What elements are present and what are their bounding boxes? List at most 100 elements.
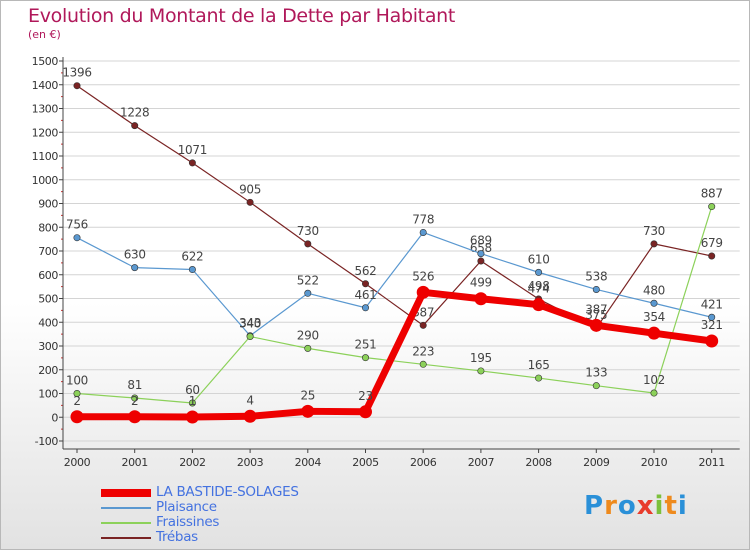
data-label: 421: [701, 297, 723, 311]
data-point: [128, 410, 142, 424]
series-plaisance: 756 630 622 343 522 461 778 689 610 538 480 421: [66, 212, 723, 340]
data-point: [592, 285, 600, 293]
data-point: [708, 252, 716, 260]
data-point: [416, 285, 430, 299]
data-label: 133: [585, 366, 607, 380]
x-tick-label: 2000: [64, 456, 91, 469]
data-point: [650, 389, 658, 397]
series-line: [77, 288, 713, 421]
y-tick-label: 700: [38, 245, 58, 258]
data-point: [592, 382, 600, 390]
legend-item: Fraissines: [101, 515, 361, 530]
logo-letter: r: [604, 491, 618, 521]
data-label: 23: [358, 389, 373, 403]
data-label: 689: [470, 234, 492, 248]
data-point: [361, 304, 369, 312]
data-label: 480: [643, 283, 665, 297]
data-label: 730: [297, 224, 319, 238]
series-la-bastide-solages: 2 2 1 4 25 23 526 499 474 387 354 321: [70, 269, 723, 424]
data-point: [185, 410, 199, 424]
data-point: [304, 289, 312, 297]
y-tick-label: 400: [38, 316, 58, 329]
series-line: [76, 85, 712, 329]
data-point: [301, 404, 315, 418]
data-point: [70, 410, 84, 424]
y-tick-label: 1000: [32, 174, 59, 187]
data-point: [73, 234, 81, 242]
x-tick-label: 2006: [410, 456, 437, 469]
logo-letter: x: [636, 491, 655, 521]
data-point: [535, 374, 543, 382]
legend-swatch: [101, 507, 151, 509]
legend-item: Plaisance: [101, 500, 361, 515]
data-label: 499: [470, 276, 492, 290]
legend-label: Trébas: [156, 529, 198, 545]
data-point: [477, 250, 485, 258]
y-tick-label: 1400: [32, 79, 59, 92]
y-tick-label: 300: [38, 340, 58, 353]
data-label: 223: [412, 344, 434, 358]
data-point: [361, 280, 369, 288]
series-line: [76, 231, 712, 337]
y-tick-label: 600: [38, 269, 58, 282]
y-tick-label: 900: [38, 198, 58, 211]
proxiti-logo: Proxiti: [584, 491, 688, 521]
x-tick-label: 2010: [641, 456, 668, 469]
data-label: 538: [585, 269, 607, 283]
legend-swatch: [101, 522, 151, 524]
data-point: [131, 264, 139, 272]
data-point: [419, 321, 427, 329]
data-label: 1396: [62, 66, 91, 80]
chart-legend: LA BASTIDE-SOLAGES Plaisance Fraissines Tré…: [101, 485, 361, 545]
data-label: 498: [528, 279, 550, 293]
data-label: 474: [528, 282, 550, 296]
series-line: [76, 206, 713, 404]
data-point: [188, 159, 196, 167]
data-label: 756: [66, 218, 88, 232]
data-label: 610: [528, 252, 550, 266]
data-point: [188, 266, 196, 274]
data-label: 730: [643, 224, 665, 238]
data-label: 340: [239, 317, 261, 331]
data-label: 290: [297, 328, 319, 342]
logo-letter: o: [617, 491, 637, 521]
data-label: 1071: [178, 143, 207, 157]
legend-swatch: [101, 537, 151, 539]
data-point: [705, 334, 719, 348]
legend-label: Fraissines: [156, 514, 220, 530]
y-tick-label: 200: [38, 364, 58, 377]
data-point: [647, 326, 661, 340]
data-label: 2: [73, 394, 80, 408]
y-tick-label: 800: [38, 221, 58, 234]
data-label: 375: [585, 308, 607, 322]
legend-label: Plaisance: [156, 499, 217, 515]
logo-letter: P: [584, 491, 605, 521]
legend-swatch: [101, 489, 151, 497]
x-tick-label: 2005: [352, 456, 379, 469]
data-point: [131, 394, 139, 402]
y-tick-label: 1100: [32, 150, 59, 163]
y-tick-label: 1500: [32, 55, 59, 68]
data-point: [246, 332, 254, 340]
logo-letter: i: [677, 491, 688, 521]
data-label: 195: [470, 351, 492, 365]
data-label: 630: [124, 248, 146, 262]
data-point: [589, 318, 603, 332]
x-tick-label: 2003: [237, 456, 264, 469]
data-label: 778: [412, 212, 434, 226]
x-tick-label: 2009: [583, 456, 610, 469]
data-label: 1: [189, 394, 196, 408]
data-label: 354: [643, 310, 665, 324]
data-point: [708, 203, 716, 211]
data-label: 526: [412, 269, 434, 283]
data-label: 251: [354, 338, 376, 352]
data-point: [131, 122, 139, 130]
data-point: [477, 367, 485, 375]
data-point: [419, 360, 427, 368]
data-label: 1228: [120, 106, 149, 120]
data-point: [304, 240, 312, 248]
y-tick-label: -100: [35, 435, 59, 448]
data-point: [708, 313, 716, 321]
